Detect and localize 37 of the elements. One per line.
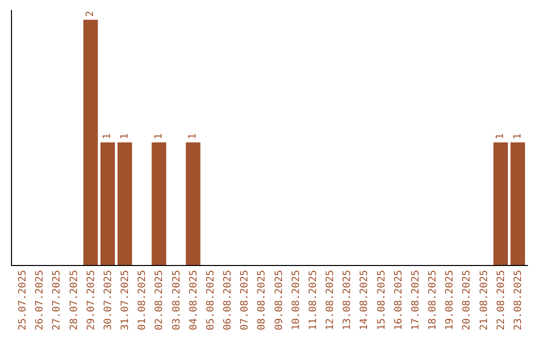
x-tick-label: 30.07.2025 [102, 270, 114, 330]
x-tick-label: 29.07.2025 [86, 270, 97, 330]
x-tick-label: 06.08.2025 [222, 270, 234, 330]
x-tick-label: 17.08.2025 [410, 270, 422, 330]
x-tick-label: 22.08.2025 [496, 270, 507, 330]
data-label: 1 [119, 133, 130, 140]
x-tick-label: 21.08.2025 [478, 270, 490, 330]
data-label: 2 [85, 10, 96, 17]
x-tick-label: 07.08.2025 [240, 270, 251, 330]
x-tick-label: 19.08.2025 [444, 270, 456, 330]
x-tick-label: 02.08.2025 [154, 270, 166, 330]
x-tick-label: 15.08.2025 [376, 270, 388, 330]
x-tick-label: 05.08.2025 [205, 270, 216, 330]
x-tick-label: 31.07.2025 [120, 270, 132, 330]
data-label: 1 [512, 133, 524, 140]
x-tick-label: 18.08.2025 [428, 270, 439, 330]
x-tick-label: 28.07.2025 [68, 270, 80, 330]
x-tick-label: 16.08.2025 [393, 270, 404, 330]
x-tick-label: 14.08.2025 [359, 270, 370, 330]
data-label: 1 [188, 133, 199, 140]
data-label: 1 [153, 133, 164, 140]
data-label: 1 [495, 133, 506, 140]
x-tick-label: 11.08.2025 [308, 270, 319, 330]
x-tick-label: 12.08.2025 [325, 270, 336, 330]
x-tick-label: 09.08.2025 [274, 270, 285, 330]
x-tick-label: 04.08.2025 [188, 270, 200, 330]
x-tick-label: 26.07.2025 [34, 270, 46, 330]
x-tick-label: 01.08.2025 [137, 270, 148, 330]
x-tick-label: 23.08.2025 [513, 270, 524, 330]
x-tick-label: 08.08.2025 [256, 270, 268, 330]
x-tick-label: 03.08.2025 [171, 270, 182, 330]
x-tick-label: 20.08.2025 [462, 270, 473, 330]
x-tick-label: 25.07.2025 [18, 270, 28, 330]
data-label: 1 [102, 133, 114, 140]
x-tick-label: 27.07.2025 [52, 270, 63, 330]
x-tick-label: 10.08.2025 [290, 270, 302, 330]
x-tick-label: 13.08.2025 [342, 270, 354, 330]
